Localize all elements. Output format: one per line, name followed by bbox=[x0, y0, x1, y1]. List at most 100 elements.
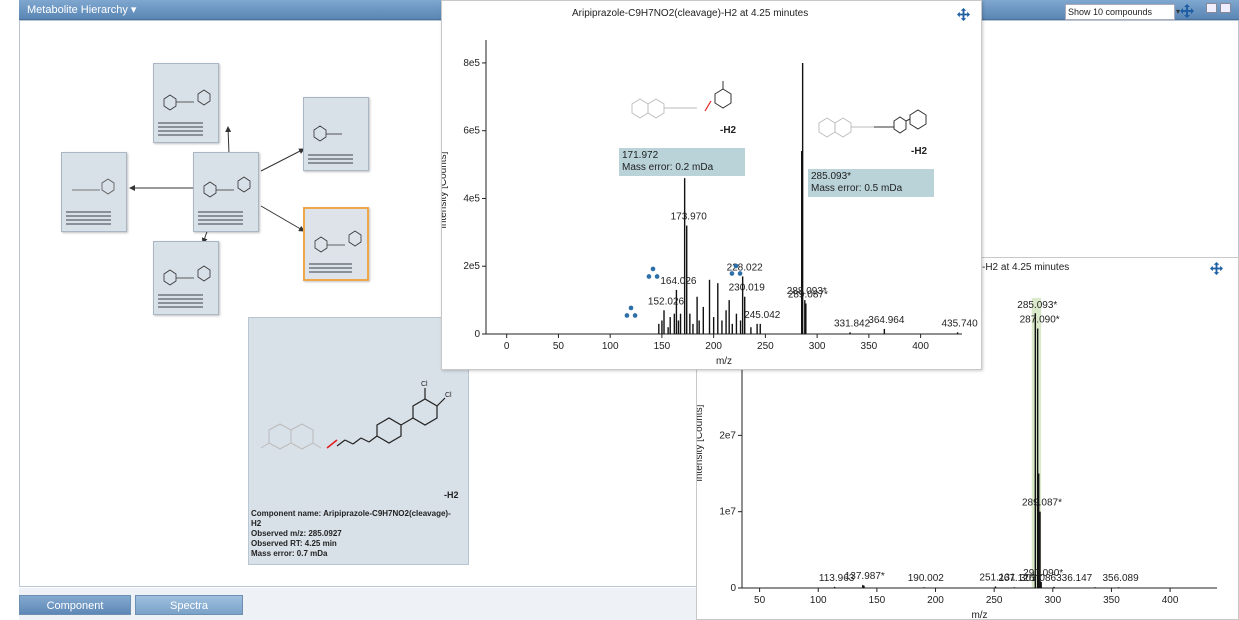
x-tick-label: 0 bbox=[504, 341, 510, 352]
peak-label: 301.086336.147 bbox=[1020, 573, 1093, 584]
y-tick-label: 4e5 bbox=[463, 193, 480, 204]
fragment-tree-icon[interactable] bbox=[729, 263, 743, 277]
molecule-structure: Cl Cl bbox=[260, 381, 452, 450]
x-tick-label: 50 bbox=[553, 341, 565, 352]
peak-annotation-right: 285.093* Mass error: 0.5 mDa bbox=[808, 169, 934, 197]
x-tick-label: 400 bbox=[912, 341, 929, 352]
x-tick-label: 150 bbox=[869, 595, 886, 606]
component-info: Component name: Aripiprazole-C9H7NO2(cle… bbox=[251, 509, 466, 559]
y-tick-label: 1e7 bbox=[719, 507, 736, 518]
hierarchy-menu-label: Metabolite Hierarchy bbox=[27, 4, 128, 16]
component-detail-card: Cl Cl -H2 Component name: Aripiprazole-C… bbox=[248, 317, 469, 565]
x-tick-label: 100 bbox=[602, 341, 619, 352]
fragment-tree-icon[interactable] bbox=[646, 266, 660, 280]
annotation-right-error: Mass error: 0.5 mDa bbox=[811, 183, 903, 194]
fragment-suffix-right: -H2 bbox=[911, 146, 928, 157]
mass-error: Mass error: 0.7 mDa bbox=[251, 549, 328, 558]
svg-text:Cl: Cl bbox=[421, 381, 428, 388]
move-icon[interactable] bbox=[1210, 262, 1223, 275]
annotation-right-mz: 285.093* bbox=[811, 171, 852, 182]
peak-label: 152.026 bbox=[648, 296, 685, 307]
restore-button[interactable] bbox=[1220, 3, 1231, 13]
metabolite-hierarchy-menu[interactable]: Metabolite Hierarchy ▾ bbox=[27, 4, 137, 16]
y-tick-label: 2e5 bbox=[463, 261, 480, 272]
peak-label: 164.026 bbox=[660, 276, 697, 287]
peak-label: 113.963 bbox=[819, 573, 855, 584]
x-tick-label: 250 bbox=[757, 341, 774, 352]
minimize-button[interactable] bbox=[1206, 3, 1217, 13]
move-icon[interactable] bbox=[1180, 4, 1194, 18]
spectrum-window-1[interactable]: Aripiprazole-C9H7NO2(cleavage)-H2 at 4.2… bbox=[441, 0, 982, 370]
peak-label: 251.131 bbox=[979, 572, 1016, 583]
tab-component-summary[interactable]: Component Summary bbox=[19, 595, 131, 615]
x-tick-label: 300 bbox=[1044, 595, 1061, 606]
peak-label: 288.093* bbox=[787, 286, 827, 297]
x-tick-label: 50 bbox=[754, 595, 766, 606]
y-tick-label: 6e5 bbox=[463, 126, 480, 137]
fragment-suffix-left: -H2 bbox=[720, 125, 737, 136]
fragment-structure-left bbox=[631, 81, 732, 119]
observed-rt: Observed RT: 4.25 min bbox=[251, 539, 337, 548]
x-tick-label: 350 bbox=[861, 341, 878, 352]
spectrum-2-title: -H2 at 4.25 minutes bbox=[982, 262, 1070, 273]
annotation-left-mz: 171.972 bbox=[622, 150, 659, 161]
peak-label: 364.964 bbox=[868, 315, 905, 326]
y-axis-label: intensity [Counts] bbox=[697, 404, 705, 481]
svg-text:Cl: Cl bbox=[445, 392, 452, 399]
x-tick-label: 200 bbox=[705, 341, 722, 352]
show-compounds-select[interactable]: Show 10 compounds ▾ bbox=[1065, 4, 1180, 20]
peak-label: 435.740 bbox=[942, 318, 979, 329]
x-axis-label: m/z bbox=[716, 356, 732, 367]
metabolite-node-selected[interactable] bbox=[303, 207, 369, 281]
spectrum-1-title: Aripiprazole-C9H7NO2(cleavage)-H2 at 4.2… bbox=[572, 8, 809, 19]
fragment-tree-icon[interactable] bbox=[624, 305, 638, 319]
y-tick-label: 2e7 bbox=[719, 430, 736, 441]
show-compounds-value: Show 10 compounds bbox=[1068, 7, 1153, 17]
highlight-band bbox=[1031, 298, 1042, 588]
component-name-line2: H2 bbox=[251, 519, 262, 528]
metabolite-node-parent[interactable] bbox=[193, 152, 259, 232]
move-icon[interactable] bbox=[957, 8, 970, 21]
peak-label: 267.126 bbox=[998, 573, 1035, 584]
x-tick-label: 100 bbox=[810, 595, 827, 606]
x-tick-label: 200 bbox=[927, 595, 944, 606]
peak-label: 289.087* bbox=[788, 290, 828, 301]
peak-label: 190.002 bbox=[908, 573, 945, 584]
metabolite-node-right-top[interactable] bbox=[303, 97, 369, 171]
x-tick-label: 250 bbox=[986, 595, 1003, 606]
tab-spectra[interactable]: Spectra bbox=[135, 595, 243, 615]
peak-label: 173.970 bbox=[671, 212, 708, 223]
x-tick-label: 400 bbox=[1162, 595, 1179, 606]
y-tick-label: 0 bbox=[730, 583, 736, 594]
chevron-down-icon[interactable]: ▾ bbox=[1176, 7, 1181, 16]
peak-label: 290.090* bbox=[1023, 568, 1063, 579]
y-tick-label: 0 bbox=[474, 329, 480, 340]
metabolite-node-bottom[interactable] bbox=[153, 241, 219, 315]
spectrum-1-chart: 0 50 100 150 200 250 300 350 400 0 2e5 4e5 6e5 8e5 152… bbox=[442, 40, 979, 367]
x-tick-label: 150 bbox=[654, 341, 671, 352]
peak-label: 285.093* bbox=[1017, 300, 1057, 311]
fragment-structure-right bbox=[818, 109, 927, 138]
peak-label: 356.089 bbox=[1103, 573, 1140, 584]
peak-label: 331.842 bbox=[834, 318, 871, 329]
metabolite-node-left[interactable] bbox=[61, 152, 127, 232]
component-name-line1: Component name: Aripiprazole-C9H7NO2(cle… bbox=[251, 509, 451, 518]
peak-label: 230.019 bbox=[729, 283, 766, 294]
observed-mz: Observed m/z: 285.0927 bbox=[251, 529, 342, 538]
peak-annotation-left: 171.972 Mass error: 0.2 mDa bbox=[619, 148, 745, 176]
x-tick-label: 300 bbox=[809, 341, 826, 352]
annotation-left-error: Mass error: 0.2 mDa bbox=[622, 162, 714, 173]
peak-label: 245.042 bbox=[744, 310, 781, 321]
x-tick-label: 350 bbox=[1103, 595, 1120, 606]
peak-label: 289.087* bbox=[1022, 498, 1062, 509]
x-axis-label: m/z bbox=[971, 610, 987, 620]
metabolite-node-top[interactable] bbox=[153, 63, 219, 143]
peak-label: 287.090* bbox=[1020, 315, 1060, 326]
detail-suffix-label: -H2 bbox=[444, 490, 459, 500]
y-tick-label: 8e5 bbox=[463, 58, 480, 69]
spectrum-2-chart: 5010015020025030035040001e72e73e7113.963… bbox=[697, 292, 1217, 620]
y-axis-label: intensity [Counts] bbox=[442, 151, 449, 228]
peak-label: 228.022 bbox=[727, 262, 764, 273]
peak-label: 137.987* bbox=[845, 571, 885, 582]
